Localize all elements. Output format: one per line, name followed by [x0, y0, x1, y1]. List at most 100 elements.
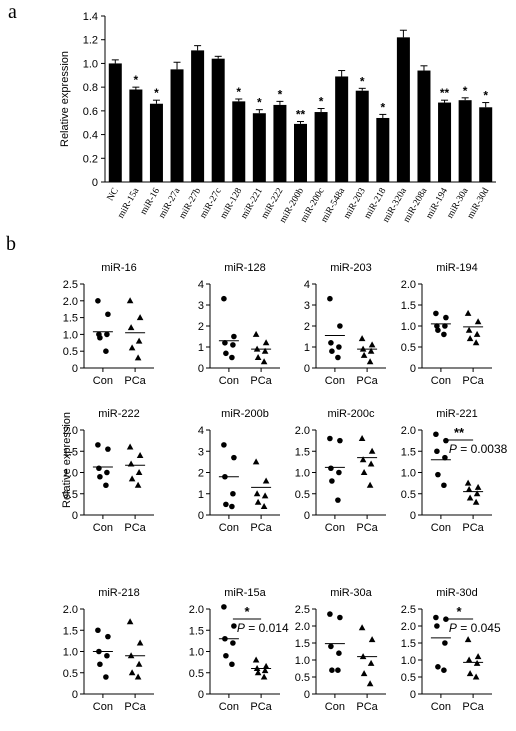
pca-point — [126, 297, 134, 304]
significance-mark: * — [319, 94, 324, 108]
significance-mark: * — [257, 96, 262, 110]
significance-mark: ** — [440, 86, 450, 100]
x-tick-label: Con — [93, 522, 113, 534]
y-tick-label: 2.0 — [63, 604, 78, 616]
y-tick-label: 2.5 — [295, 604, 310, 616]
pca-point — [473, 659, 481, 666]
pca-point — [473, 330, 481, 337]
pca-point — [472, 673, 480, 680]
pca-point — [134, 354, 142, 361]
pca-point — [368, 341, 376, 348]
x-tick-label: Con — [431, 701, 451, 713]
pca-point — [367, 347, 375, 354]
bar — [211, 58, 225, 182]
con-point — [231, 454, 237, 461]
y-tick-label: 0.5 — [401, 672, 416, 684]
con-point — [442, 323, 448, 329]
con-point — [103, 348, 109, 355]
y-tick-label: 1.5 — [63, 625, 78, 637]
pca-point — [261, 347, 269, 354]
significance-mark: ** — [296, 108, 306, 122]
con-point — [329, 348, 335, 355]
con-point — [223, 350, 229, 357]
con-point — [441, 331, 447, 338]
p-value-label: P = 0.0038 — [449, 442, 508, 456]
scatter-subplot: miR-221 0 0.5 1.0 1.5 2.0 Con PCa ** P = 0.0038 — [401, 408, 508, 534]
y-tick-label: 0.5 — [63, 346, 78, 358]
y-tick-label: 4 — [198, 279, 204, 291]
pca-point — [358, 624, 366, 631]
pca-point — [254, 498, 262, 505]
con-point — [433, 614, 439, 621]
pca-point — [466, 335, 474, 342]
y-tick-label: 1.0 — [401, 468, 416, 480]
pca-point — [262, 339, 270, 346]
bar — [252, 113, 266, 182]
y-tick-label: 0 — [72, 689, 78, 701]
subplot-title: miR-221 — [436, 408, 478, 420]
y-tick-label: 0.8 — [83, 82, 98, 94]
y-tick-label: 0 — [410, 363, 416, 375]
bar — [108, 63, 122, 182]
con-point — [105, 446, 111, 452]
y-tick-label: 0.5 — [295, 489, 310, 501]
pca-point — [128, 475, 136, 482]
pca-point — [261, 492, 269, 499]
con-point — [441, 482, 447, 489]
significance-mark: * — [278, 87, 283, 101]
y-tick-label: 2.0 — [63, 425, 78, 437]
x-tick-label: PCa — [356, 522, 378, 534]
y-tick-label: 2.0 — [401, 425, 416, 437]
scatter-subplot: miR-194 0 0.5 1.0 1.5 2.0 Con PCa — [401, 262, 492, 387]
p-value-label: P = 0.014 — [237, 621, 289, 635]
bar — [417, 70, 431, 182]
scatter-subplot: miR-222 0 0.5 1.0 1.5 2.0 Con PCa — [63, 408, 154, 534]
pca-point — [260, 503, 268, 509]
panel-label-b: b — [6, 233, 16, 255]
con-point — [229, 503, 235, 510]
pca-point — [466, 670, 474, 677]
bar — [149, 103, 163, 182]
pca-point — [465, 656, 473, 663]
significance-mark: * — [236, 85, 241, 99]
y-tick-label: 1.0 — [63, 468, 78, 480]
con-point — [328, 643, 334, 650]
subplot-title: miR-128 — [224, 262, 266, 274]
con-point — [335, 354, 341, 361]
bar — [438, 102, 452, 182]
pca-point — [465, 486, 473, 492]
y-tick-label: 0.5 — [401, 342, 416, 354]
con-point — [441, 667, 447, 673]
con-point — [329, 478, 335, 484]
y-tick-label: 1.0 — [295, 655, 310, 667]
y-tick-label: 1.5 — [63, 313, 78, 325]
con-point — [442, 640, 448, 646]
y-tick-label: 1.0 — [189, 647, 204, 659]
y-tick-label: 1 — [304, 342, 310, 354]
y-tick-label: 0.2 — [83, 153, 98, 165]
y-tick-label: 2.5 — [63, 279, 78, 291]
y-tick-label: 1.5 — [295, 446, 310, 458]
pca-point — [126, 618, 134, 625]
x-tick-label: Con — [325, 522, 345, 534]
x-tick-label: PCa — [250, 375, 272, 387]
bar — [376, 117, 390, 182]
x-tick-label: PCa — [462, 701, 484, 713]
y-tick-label: 4 — [198, 425, 204, 437]
y-tick-label: 0 — [92, 177, 98, 189]
scatter-subplot: miR-128 0 1 2 3 4 Con PCa — [198, 262, 280, 387]
y-tick-label: 1.5 — [295, 638, 310, 650]
con-point — [443, 437, 449, 444]
panel-b-y-axis-label: Relative expression — [61, 412, 73, 508]
con-point — [434, 323, 440, 329]
subplot-title: miR-194 — [436, 262, 478, 274]
pca-point — [254, 354, 262, 360]
pca-point — [126, 443, 134, 450]
con-point — [328, 340, 334, 346]
significance-mark: ** — [454, 425, 465, 440]
bar — [458, 100, 472, 182]
y-tick-label: 0.6 — [83, 106, 98, 118]
y-tick-label: 0.5 — [63, 489, 78, 501]
con-point — [336, 650, 342, 656]
